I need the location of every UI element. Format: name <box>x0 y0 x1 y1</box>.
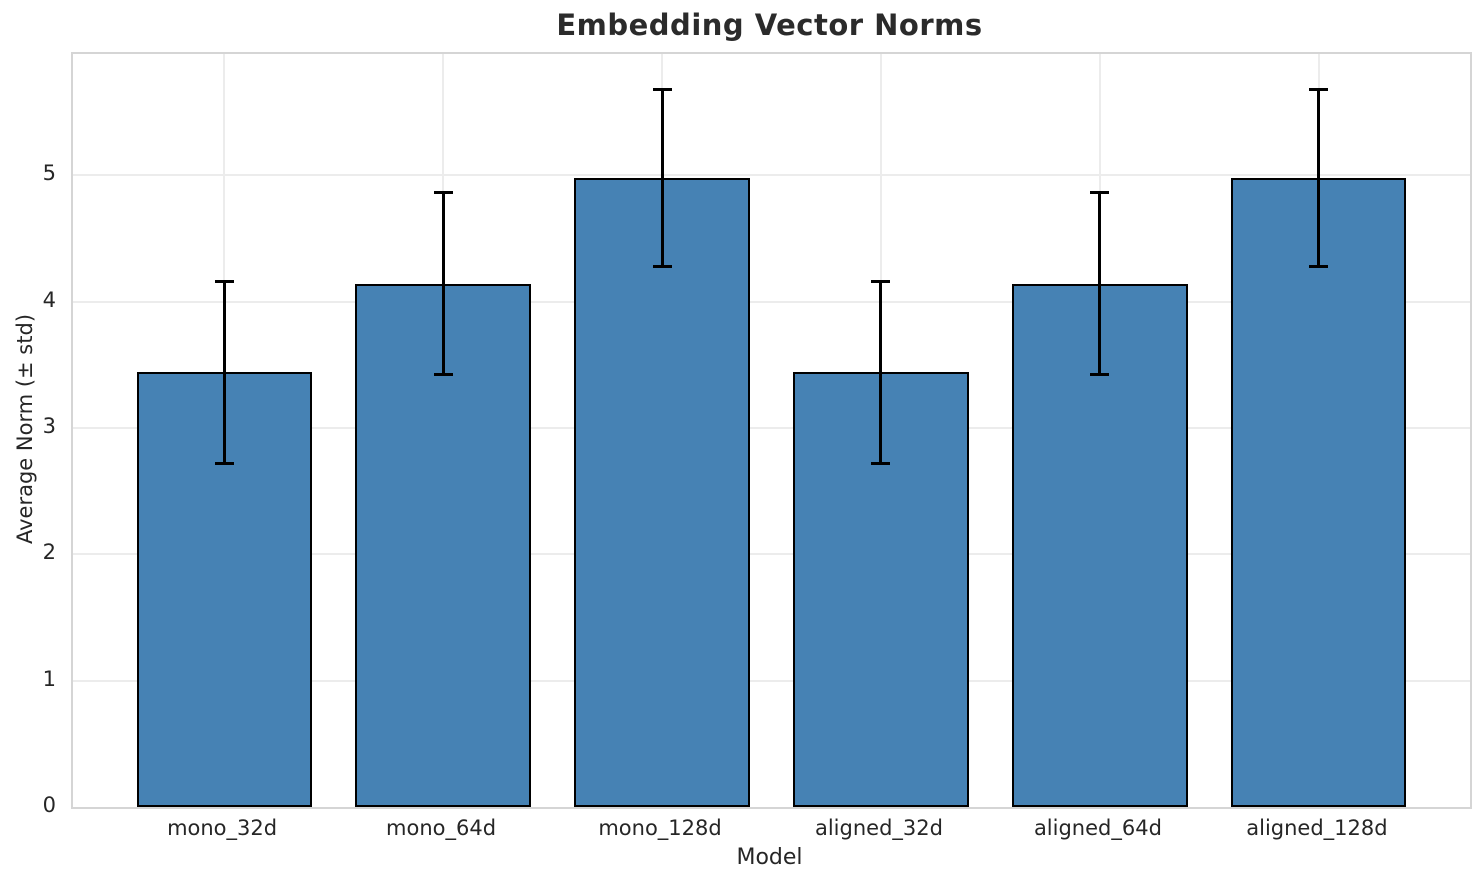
y-tick-label: 0 <box>42 793 56 817</box>
x-tick-label: aligned_64d <box>1033 816 1162 840</box>
h-gridline <box>73 426 1470 429</box>
h-gridline <box>73 174 1470 177</box>
error-bar-line <box>222 281 226 464</box>
y-tick-label: 2 <box>42 540 56 565</box>
error-bar-cap-bottom <box>433 373 453 377</box>
y-tick-label: 3 <box>42 413 56 438</box>
error-bar-cap-bottom <box>214 461 234 465</box>
x-tick-label: mono_64d <box>386 816 497 840</box>
error-bar-cap-bottom <box>871 461 891 465</box>
bar <box>574 177 750 807</box>
x-tick-label: mono_128d <box>598 816 722 840</box>
error-bar-line <box>1317 89 1321 267</box>
bar <box>1012 283 1188 807</box>
error-bar-line <box>1098 192 1102 375</box>
error-bar-cap-top <box>871 279 891 283</box>
error-bar-cap-bottom <box>1309 264 1329 268</box>
error-bar-cap-bottom <box>652 264 672 268</box>
plot-area <box>71 52 1472 809</box>
error-bar-line <box>879 281 883 464</box>
y-tick-label: 5 <box>42 161 56 186</box>
error-bar-line <box>660 89 664 267</box>
x-tick-label: mono_32d <box>167 816 278 840</box>
h-gridline <box>73 553 1470 556</box>
h-gridline <box>73 300 1470 303</box>
x-axis-label: Model <box>736 845 803 870</box>
error-bar-cap-top <box>1309 87 1329 91</box>
x-tick-label: aligned_32d <box>814 816 943 840</box>
y-tick-label: 4 <box>42 287 56 312</box>
y-tick-label: 1 <box>42 666 56 691</box>
error-bar-cap-top <box>214 279 234 283</box>
bar <box>1231 177 1407 807</box>
chart-title: Embedding Vector Norms <box>556 8 983 42</box>
h-gridline <box>73 679 1470 682</box>
x-tick-label: aligned_128d <box>1246 816 1388 840</box>
error-bar-cap-top <box>652 87 672 91</box>
error-bar-line <box>441 192 445 375</box>
error-bar-cap-bottom <box>1090 373 1110 377</box>
error-bar-cap-top <box>433 191 453 195</box>
error-bar-cap-top <box>1090 191 1110 195</box>
